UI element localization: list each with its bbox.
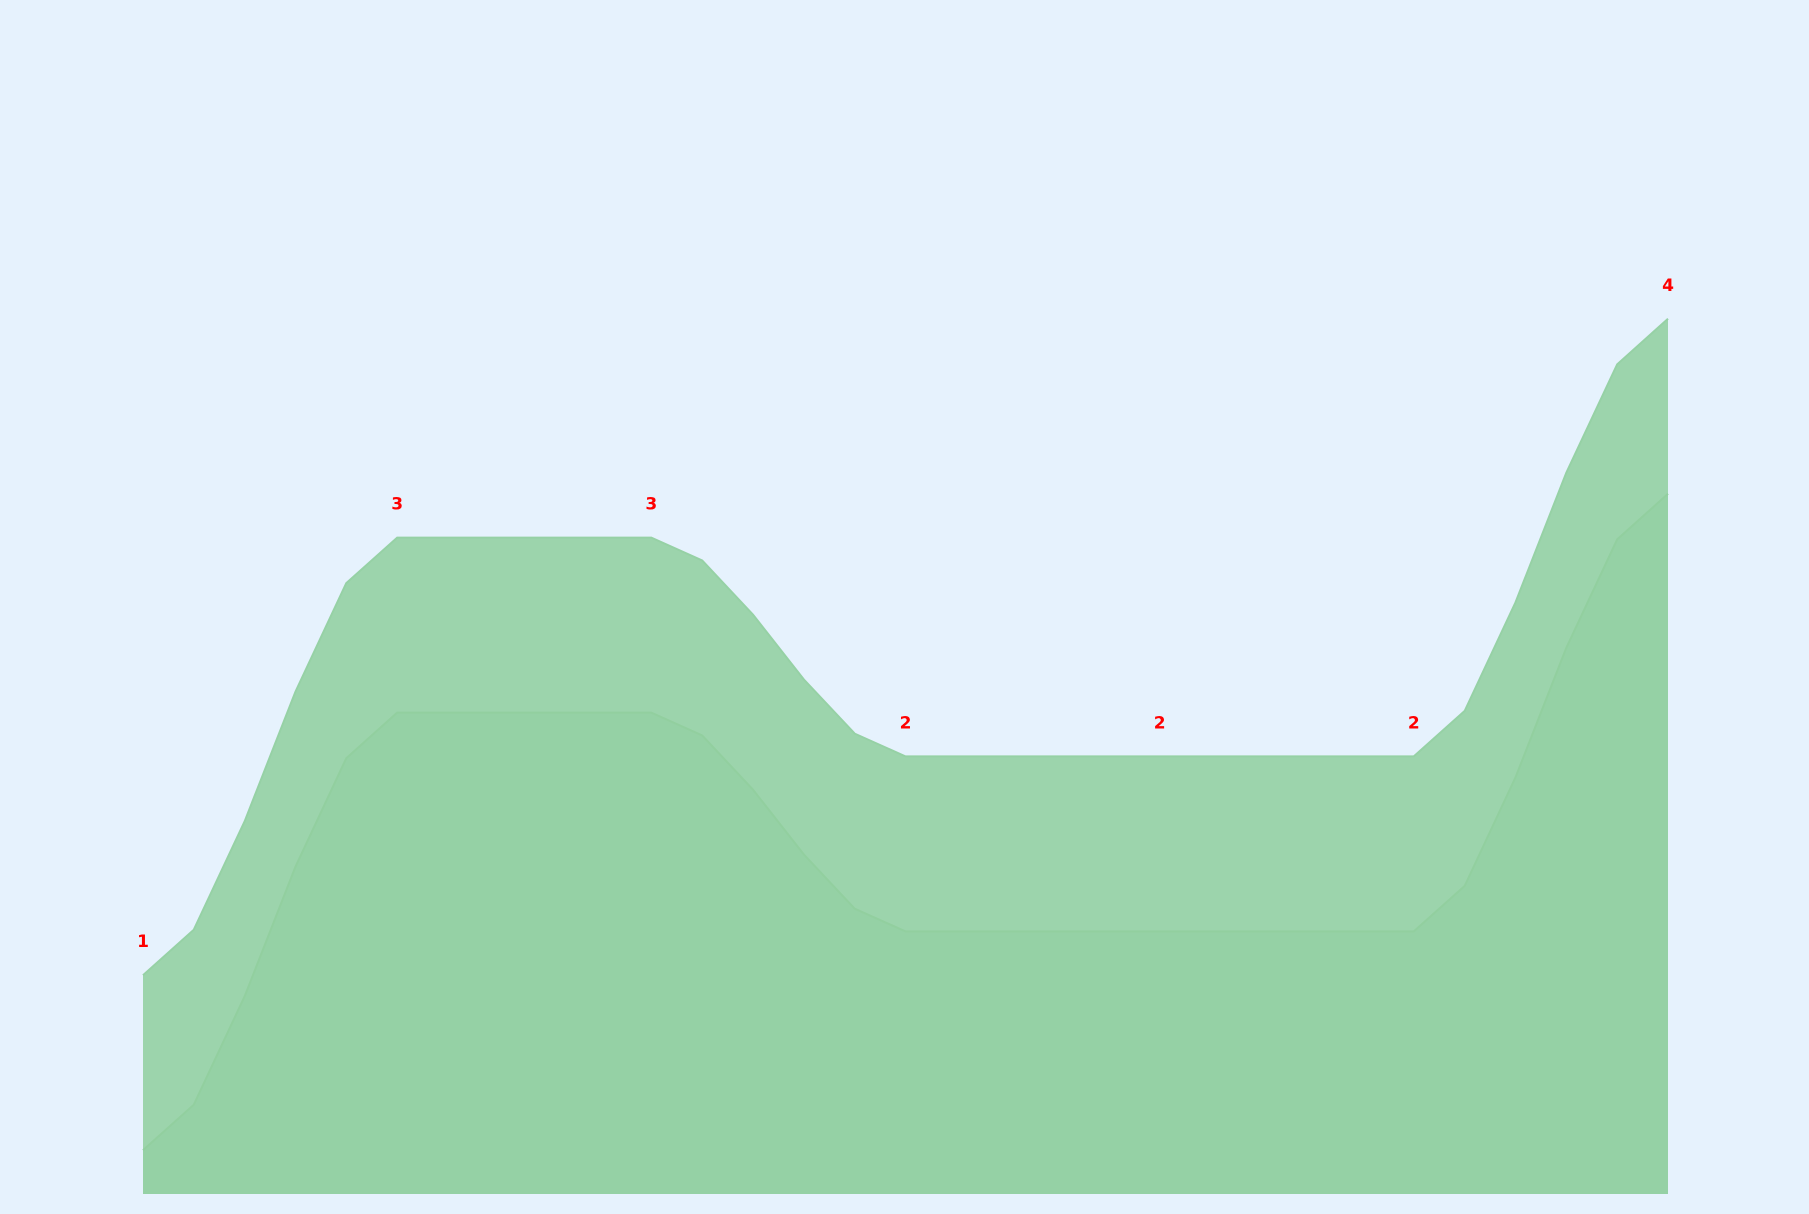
data-label: 2 xyxy=(1408,713,1420,733)
series-line-2 xyxy=(142,318,1669,976)
data-label: 3 xyxy=(645,495,657,515)
data-label: 2 xyxy=(1154,713,1166,733)
data-labels: 1 3 3 2 2 2 4 xyxy=(137,276,1674,952)
data-label: 2 xyxy=(900,713,912,733)
data-label: 3 xyxy=(391,495,403,515)
series-line-1 xyxy=(142,493,1669,1151)
data-label: 4 xyxy=(1662,276,1674,296)
data-label: 1 xyxy=(137,932,149,952)
series-lines xyxy=(142,318,1669,1151)
